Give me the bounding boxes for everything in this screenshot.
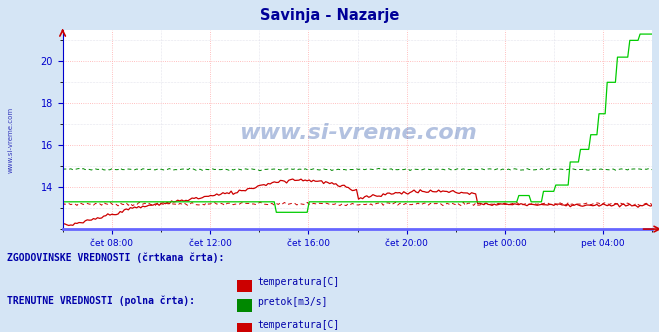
Text: TRENUTNE VREDNOSTI (polna črta):: TRENUTNE VREDNOSTI (polna črta): bbox=[7, 295, 194, 306]
Text: pretok[m3/s]: pretok[m3/s] bbox=[257, 297, 328, 307]
Text: www.si-vreme.com: www.si-vreme.com bbox=[8, 106, 14, 173]
Text: temperatura[C]: temperatura[C] bbox=[257, 320, 339, 330]
Text: Savinja - Nazarje: Savinja - Nazarje bbox=[260, 8, 399, 23]
Text: www.si-vreme.com: www.si-vreme.com bbox=[239, 124, 476, 143]
Text: ZGODOVINSKE VREDNOSTI (črtkana črta):: ZGODOVINSKE VREDNOSTI (črtkana črta): bbox=[7, 252, 224, 263]
Text: temperatura[C]: temperatura[C] bbox=[257, 277, 339, 287]
